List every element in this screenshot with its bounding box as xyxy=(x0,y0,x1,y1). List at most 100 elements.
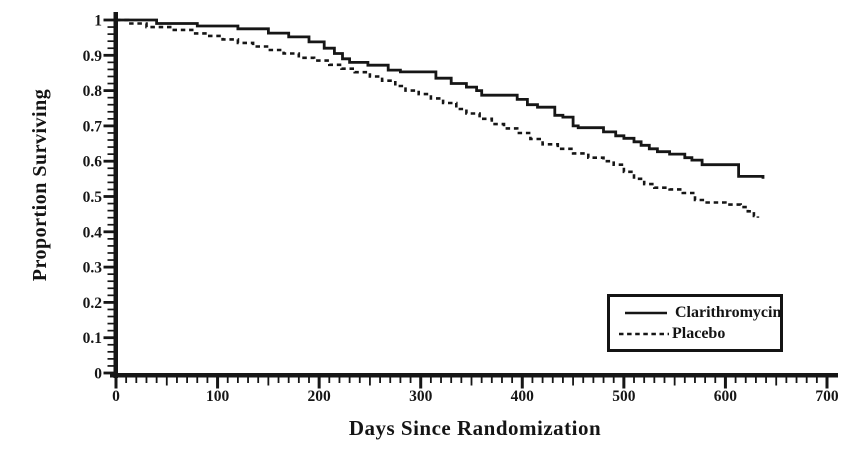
series-clarithromycin xyxy=(116,18,765,179)
x-tick-label: 600 xyxy=(714,388,738,405)
x-major-tick xyxy=(520,377,524,389)
y-minor-tick xyxy=(107,329,114,332)
x-minor-tick xyxy=(145,377,148,383)
y-minor-tick xyxy=(107,146,114,148)
x-minor-tick xyxy=(308,377,310,383)
x-minor-tick xyxy=(338,377,341,383)
x-tick-label: 300 xyxy=(409,388,433,405)
x-minor-tick xyxy=(257,377,260,383)
y-minor-tick xyxy=(107,61,114,64)
x-axis-title: Days Since Randomization xyxy=(348,416,602,440)
legend-item-placebo: Placebo xyxy=(618,325,776,343)
x-major-tick xyxy=(317,377,321,389)
x-minor-tick xyxy=(196,377,199,383)
x-minor-tick xyxy=(653,377,656,383)
x-minor-tick xyxy=(805,377,808,383)
x-minor-tick xyxy=(643,377,646,383)
x-minor-tick xyxy=(409,377,412,383)
y-minor-tick xyxy=(107,223,114,226)
y-minor-tick xyxy=(107,181,114,184)
x-minor-tick xyxy=(572,377,574,386)
x-tick-label: 500 xyxy=(612,388,636,405)
x-minor-tick xyxy=(328,377,331,383)
y-minor-tick xyxy=(107,174,114,177)
dashed-line-icon xyxy=(619,332,669,335)
x-minor-tick xyxy=(440,377,442,383)
y-minor-tick xyxy=(107,308,114,311)
y-minor-tick xyxy=(107,245,114,247)
y-minor-tick xyxy=(107,68,114,71)
y-tick-label: 0.9 xyxy=(83,48,103,65)
y-tick-label: 1 xyxy=(94,13,102,30)
x-axis-line xyxy=(110,373,838,378)
x-minor-tick xyxy=(277,377,280,383)
x-minor-tick xyxy=(490,377,493,383)
x-major-tick xyxy=(216,377,220,389)
legend-box: Clarithromycin Placebo xyxy=(607,294,783,352)
y-minor-tick xyxy=(107,273,114,276)
x-tick-label: 200 xyxy=(308,388,332,405)
y-tick-label: 0.6 xyxy=(83,154,103,171)
x-minor-tick xyxy=(704,377,707,383)
x-major-tick xyxy=(622,377,626,389)
y-minor-tick xyxy=(107,117,114,120)
x-minor-tick xyxy=(247,377,249,383)
x-minor-tick xyxy=(297,377,300,383)
x-minor-tick xyxy=(785,377,788,383)
y-major-tick xyxy=(103,195,114,198)
y-major-tick xyxy=(103,336,114,340)
x-major-tick xyxy=(114,377,118,389)
x-minor-tick xyxy=(694,377,696,383)
x-minor-tick xyxy=(348,377,351,383)
legend-label-placebo: Placebo xyxy=(672,324,726,342)
x-minor-tick xyxy=(633,377,635,383)
x-minor-tick xyxy=(592,377,595,383)
x-minor-tick xyxy=(429,377,432,383)
x-minor-tick xyxy=(734,377,737,383)
x-minor-tick xyxy=(673,377,676,386)
x-minor-tick xyxy=(358,377,361,383)
x-minor-tick xyxy=(815,377,818,383)
y-tick-label: 0.5 xyxy=(83,189,103,206)
x-minor-tick xyxy=(267,377,270,386)
x-minor-tick xyxy=(450,377,453,383)
x-minor-tick xyxy=(470,377,473,386)
y-tick-label: 0.8 xyxy=(83,83,103,100)
x-major-tick xyxy=(419,377,423,389)
y-minor-tick xyxy=(107,82,114,85)
y-minor-tick xyxy=(107,294,114,297)
x-minor-tick xyxy=(765,377,767,383)
x-minor-tick xyxy=(186,377,188,383)
x-minor-tick xyxy=(206,377,209,383)
x-tick-label: 0 xyxy=(112,388,120,405)
x-tick-label: 700 xyxy=(815,388,839,405)
x-minor-tick xyxy=(379,377,381,383)
y-minor-tick xyxy=(107,40,114,43)
y-minor-tick xyxy=(107,96,114,99)
x-minor-tick xyxy=(389,377,392,383)
series-placebo xyxy=(116,18,760,218)
x-minor-tick xyxy=(551,377,554,383)
y-major-tick xyxy=(103,301,114,304)
y-major-tick xyxy=(103,18,114,22)
y-major-tick xyxy=(103,53,114,57)
x-minor-tick xyxy=(399,377,402,383)
x-tick-label: 400 xyxy=(511,388,535,405)
y-tick-label: 0.7 xyxy=(83,118,103,135)
y-minor-tick xyxy=(107,110,114,113)
x-minor-tick xyxy=(683,377,686,383)
y-axis-line xyxy=(113,12,118,378)
y-minor-tick xyxy=(107,343,114,346)
y-minor-tick xyxy=(107,252,114,254)
y-axis-title: Proportion Surviving xyxy=(29,88,51,282)
y-minor-tick xyxy=(107,153,114,155)
x-minor-tick xyxy=(602,377,605,383)
y-minor-tick xyxy=(107,202,114,205)
x-minor-tick xyxy=(165,377,168,386)
y-minor-tick xyxy=(107,315,114,318)
x-minor-tick xyxy=(755,377,757,383)
y-major-tick xyxy=(103,89,114,92)
y-major-tick xyxy=(103,124,114,128)
y-minor-tick xyxy=(107,26,114,28)
